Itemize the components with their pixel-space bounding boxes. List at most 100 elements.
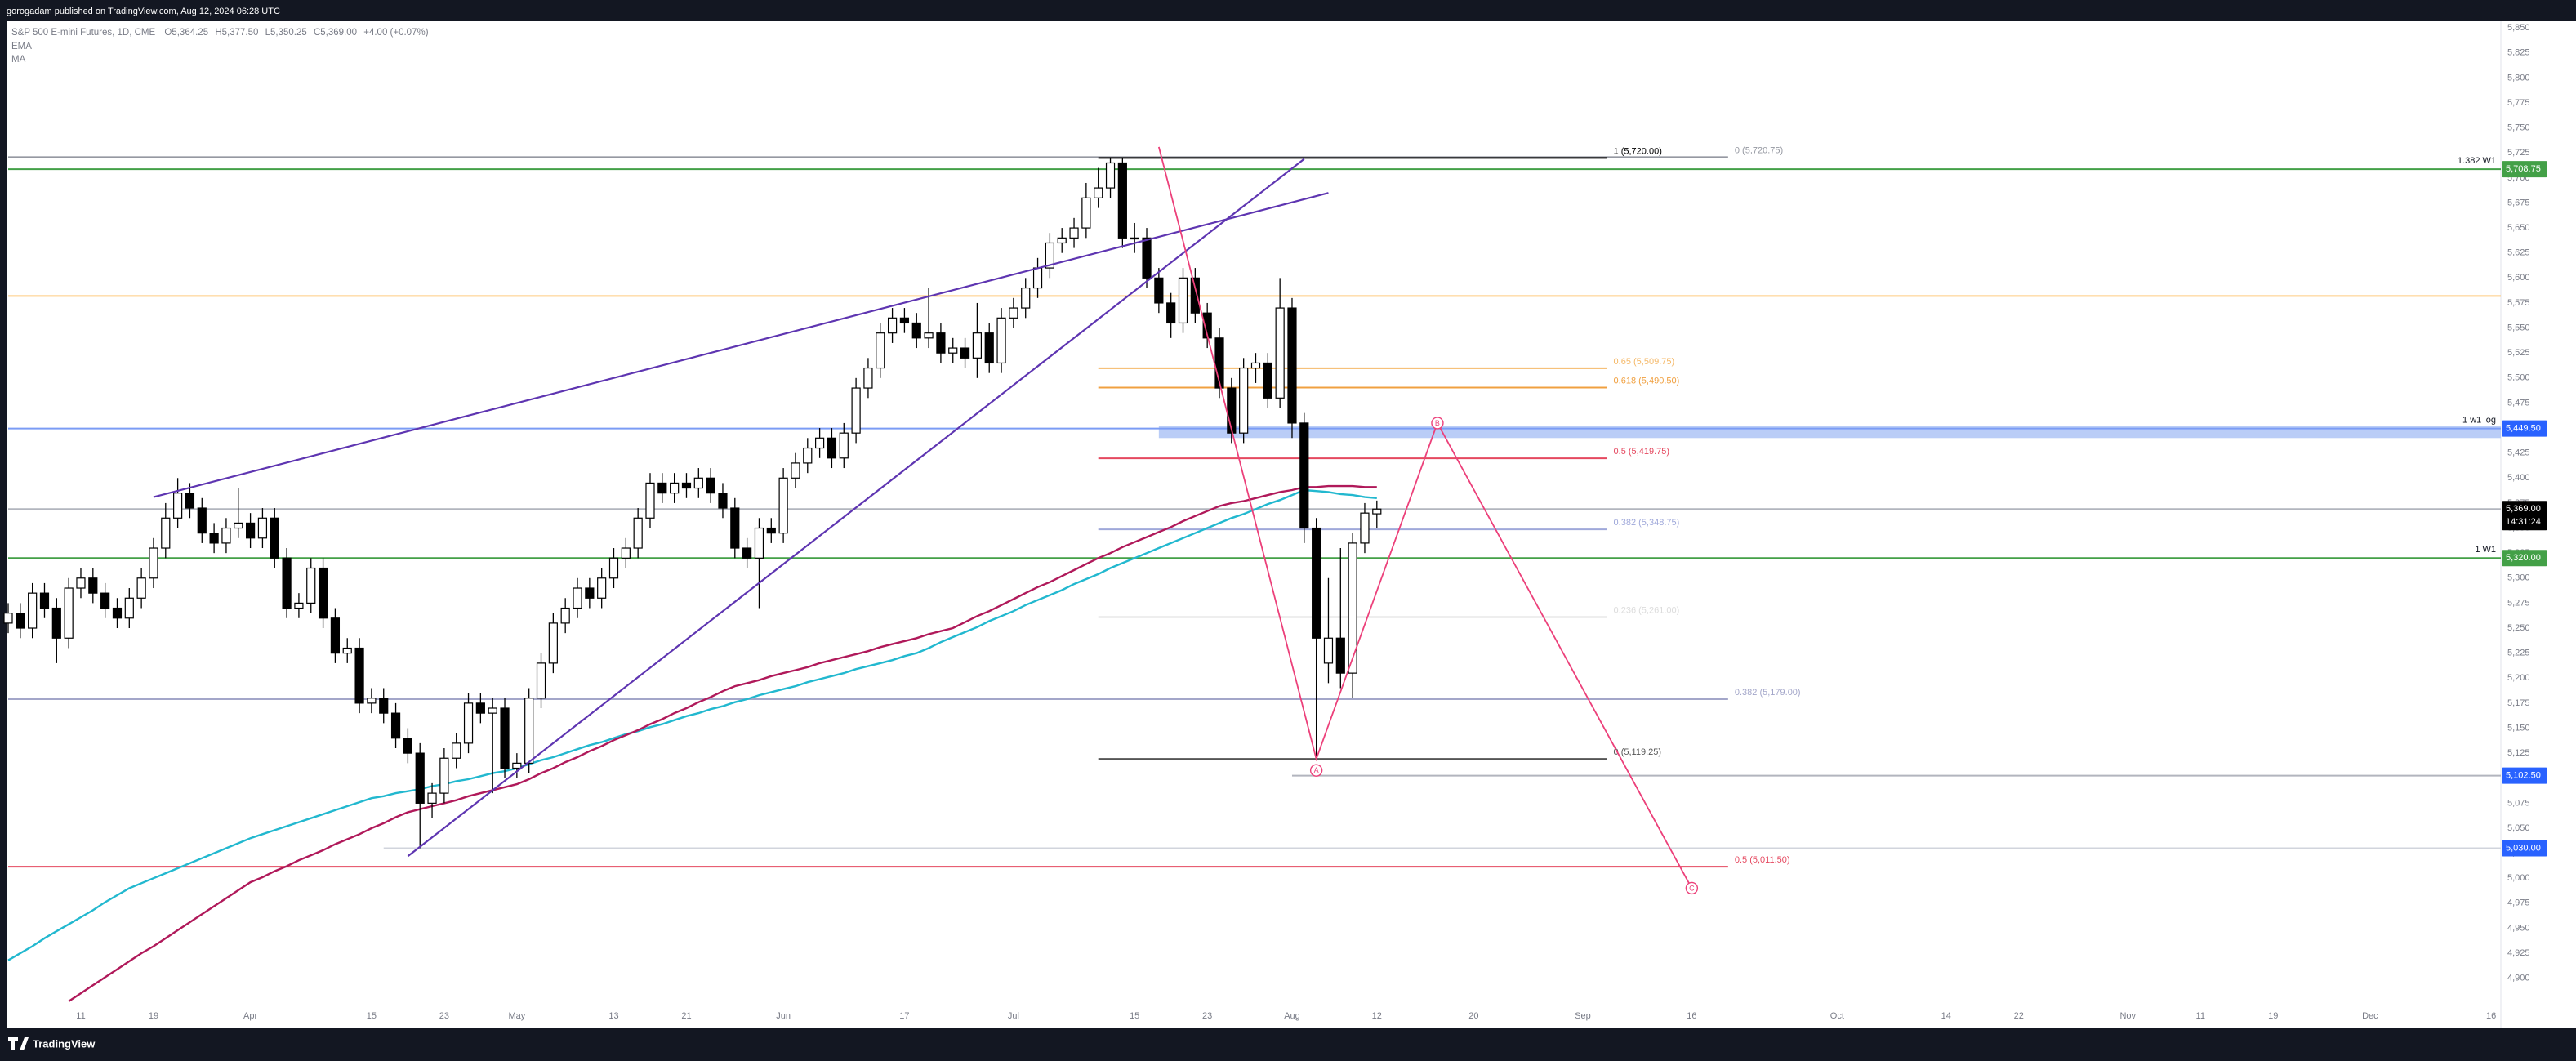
abc-label: A	[1314, 766, 1319, 774]
candle-body	[1057, 237, 1067, 244]
quote-key: H	[215, 28, 221, 38]
y-tick-label: 5,425	[2507, 448, 2530, 458]
y-tick-label: 5,125	[2507, 748, 2530, 758]
candle-body	[633, 517, 643, 549]
candle-body	[524, 698, 534, 764]
legend-entry: MA	[11, 55, 26, 65]
x-tick-label: 17	[899, 1011, 909, 1021]
candle-body	[645, 482, 655, 519]
candle-body	[560, 607, 570, 624]
price-tag-label: 5,320.00	[2506, 553, 2541, 563]
price-tag-label: 5,369.00	[2506, 504, 2541, 514]
candle-body	[573, 587, 582, 609]
x-tick-label: 15	[1130, 1011, 1139, 1021]
candle-body	[536, 662, 546, 699]
indicator-line	[7, 488, 1377, 961]
candle-body	[1142, 237, 1152, 279]
y-tick-label: 5,550	[2507, 323, 2530, 332]
plot: 4,9004,9254,9504,9755,0005,0255,0505,075…	[3, 23, 2547, 1021]
candle-body	[221, 527, 231, 544]
candle-body	[124, 597, 134, 619]
candle-body	[318, 567, 328, 619]
countdown: 14:31:24	[2506, 517, 2541, 527]
candle-body	[161, 517, 171, 549]
x-tick-label: 12	[1372, 1011, 1382, 1021]
candle-body	[354, 647, 364, 704]
candle-body	[924, 332, 934, 339]
candle-body	[791, 462, 800, 479]
candle-body	[173, 493, 183, 519]
candle-body	[851, 387, 861, 434]
candle-body	[88, 577, 98, 594]
abc-pattern	[1157, 146, 1693, 889]
x-tick-label: Dec	[2362, 1011, 2378, 1021]
y-tick-label: 5,175	[2507, 698, 2530, 708]
legend-title: S&P 500 E-mini Futures, 1D, CME O5,364.2…	[11, 28, 429, 38]
x-tick-label: 22	[2014, 1011, 2024, 1021]
fib-label: 0.65 (5,509.75)	[1614, 357, 1675, 367]
candle-body	[379, 698, 389, 714]
x-tick-label: 19	[2268, 1011, 2278, 1021]
candle-body	[1154, 277, 1164, 304]
abc-label: B	[1435, 419, 1440, 427]
level-note: 1 W1	[2475, 545, 2496, 555]
candle-body	[1335, 637, 1345, 674]
x-tick-label: Apr	[243, 1011, 257, 1021]
y-tick-label: 5,850	[2507, 23, 2530, 33]
candle-body	[730, 507, 740, 549]
candle-body	[488, 707, 497, 714]
candle-body	[718, 493, 728, 509]
candle-body	[367, 698, 377, 704]
candle-body	[1239, 367, 1249, 434]
candle-body	[693, 477, 703, 489]
price-tag	[2502, 161, 2547, 178]
price-tag	[2502, 550, 2547, 567]
candle-body	[209, 533, 219, 544]
candle-body	[972, 332, 983, 359]
y-tick-label: 5,050	[2507, 823, 2530, 833]
y-tick-label: 5,775	[2507, 98, 2530, 108]
candle-body	[185, 493, 195, 509]
candle-body	[1166, 302, 1176, 324]
fib-label: 1 (5,720.00)	[1614, 146, 1662, 156]
candle-body	[1094, 187, 1103, 198]
candle-body	[948, 347, 958, 354]
top-bar	[0, 0, 2576, 21]
candle-body	[936, 332, 946, 354]
candle-body	[136, 577, 146, 599]
y-tick-label: 4,975	[2507, 898, 2530, 908]
candle-body	[803, 447, 813, 464]
x-tick-label: 16	[1687, 1011, 1696, 1021]
candle-body	[500, 707, 510, 769]
candle-body	[839, 432, 849, 459]
candle-body	[76, 577, 86, 589]
y-tick-label: 5,000	[2507, 873, 2530, 883]
quote-value: 5,364.25	[172, 28, 208, 38]
candle-body	[548, 622, 558, 664]
candle-body	[754, 527, 764, 559]
y-tick-label: 5,300	[2507, 573, 2530, 583]
y-tick-label: 5,600	[2507, 273, 2530, 283]
x-tick-label: Oct	[1830, 1011, 1844, 1021]
candle-body	[64, 587, 74, 639]
candle-body	[1348, 542, 1357, 674]
publish-line: gorogadam published on TradingView.com, …	[7, 7, 280, 16]
candle-body	[657, 482, 667, 494]
candle-body	[330, 617, 341, 654]
candle-body	[1045, 242, 1054, 269]
quote-value: 5,350.25	[270, 28, 307, 38]
quote-key: O	[164, 28, 172, 38]
x-tick-label: Aug	[1284, 1011, 1300, 1021]
price-tag	[2502, 501, 2547, 531]
candle-body	[670, 482, 680, 494]
y-tick-label: 4,950	[2507, 923, 2530, 933]
x-tick-label: 11	[76, 1011, 85, 1021]
candle-body	[39, 592, 50, 609]
candle-body	[403, 738, 412, 754]
candle-body	[270, 517, 279, 559]
y-tick-label: 5,575	[2507, 298, 2530, 308]
candle-body	[3, 613, 13, 624]
candle-body	[1263, 362, 1272, 399]
y-tick-label: 5,400	[2507, 473, 2530, 483]
